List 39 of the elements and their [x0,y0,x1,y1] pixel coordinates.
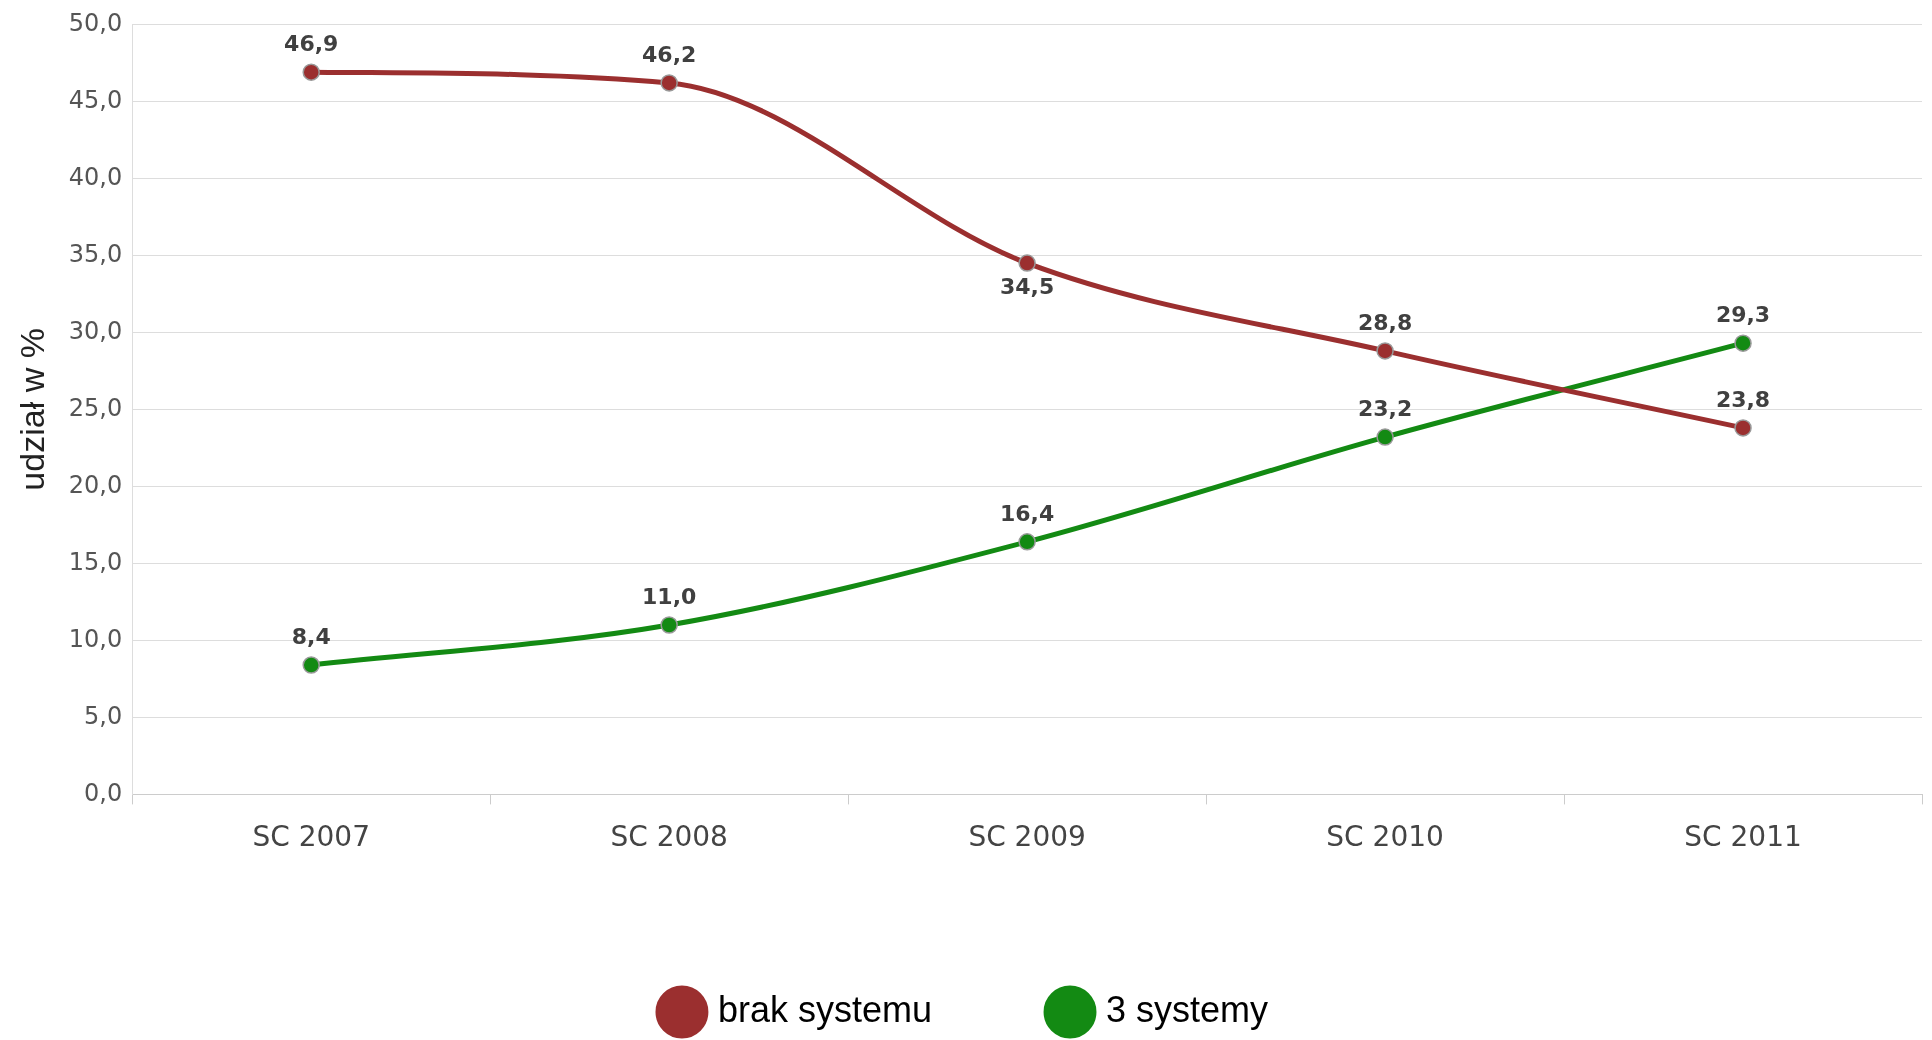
point [1018,533,1036,551]
data-label: 11,0 [642,583,697,609]
x-tick-label: SC 2010 [1326,820,1444,854]
y-tick-label: 35,0 [68,239,123,268]
data-label: 23,8 [1715,386,1771,412]
x-tick-label: SC 2007 [252,820,370,854]
point [302,63,320,81]
data-label: 8,4 [291,623,331,649]
point [1734,419,1752,437]
point [1376,342,1394,360]
y-tick-label: 10,0 [68,624,123,653]
y-tick-label: 40,0 [68,162,123,191]
legend-label: brak systemu [717,988,933,1030]
data-label: 28,8 [1357,309,1413,335]
y-tick-label: 45,0 [68,85,123,114]
data-label: 23,2 [1357,395,1413,421]
point [660,74,678,92]
y-tick-label: 30,0 [68,316,123,345]
point [1376,428,1394,446]
y-tick-label: 20,0 [68,470,123,499]
y-tick-label: 0,0 [84,778,123,807]
x-tick-label: SC 2011 [1684,820,1802,854]
data-label: 46,9 [284,30,339,56]
data-label: 16,4 [999,500,1055,526]
point [1734,334,1752,352]
y-tick-label: 50,0 [68,8,123,37]
point [302,656,320,674]
x-tick-label: SC 2008 [610,820,728,854]
point [1018,254,1036,272]
y-tick-label: 25,0 [68,393,123,422]
y-axis-title: udział w % [12,328,51,491]
y-tick-label: 15,0 [68,547,123,576]
data-label: 29,3 [1715,301,1771,327]
y-tick-label: 5,0 [84,701,123,730]
point [660,616,678,634]
data-label: 34,5 [999,273,1055,299]
legend-label: 3 systemy [1106,988,1269,1030]
data-label: 46,2 [642,41,697,67]
x-tick-label: SC 2009 [968,820,1086,854]
